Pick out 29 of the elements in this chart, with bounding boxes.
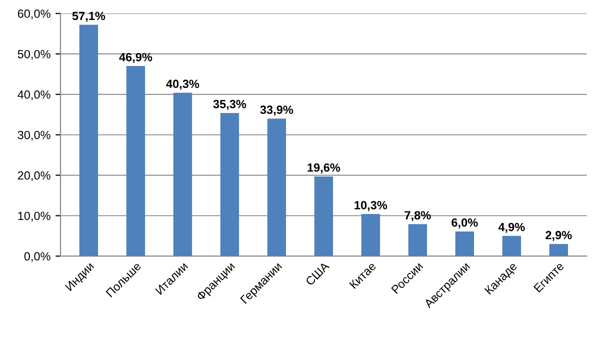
data-label: 2,9% — [546, 230, 572, 241]
data-label: 4,9% — [498, 222, 525, 233]
data-label: 10,3% — [354, 200, 388, 212]
data-label: 6,0% — [452, 218, 478, 228]
data-label: 33,9% — [260, 106, 294, 116]
y-tick-label: 40,0% — [18, 90, 50, 100]
y-tick-label: 20,0% — [18, 171, 50, 182]
y-tick-label: 10,0% — [18, 212, 50, 222]
y-tick-label: 0,0% — [24, 252, 50, 262]
y-tick-label: 60,0% — [18, 10, 50, 20]
bar — [455, 231, 474, 256]
bar — [549, 244, 568, 256]
data-label: 19,6% — [308, 163, 340, 174]
bar — [267, 118, 286, 256]
data-label: 7,8% — [404, 211, 431, 222]
y-tick-label: 50,0% — [18, 50, 50, 60]
bar — [79, 24, 98, 256]
bar — [220, 112, 240, 256]
bar — [314, 176, 334, 256]
data-label: 46,9% — [119, 52, 152, 64]
bar — [502, 236, 522, 256]
bar — [126, 66, 146, 256]
y-tick-label: 30,0% — [18, 130, 50, 141]
bar — [173, 92, 192, 256]
bar — [361, 214, 380, 256]
data-label: 40,3% — [166, 80, 200, 90]
bar — [408, 224, 428, 256]
data-label: 57,1% — [72, 12, 106, 22]
data-label: 35,3% — [213, 100, 246, 110]
